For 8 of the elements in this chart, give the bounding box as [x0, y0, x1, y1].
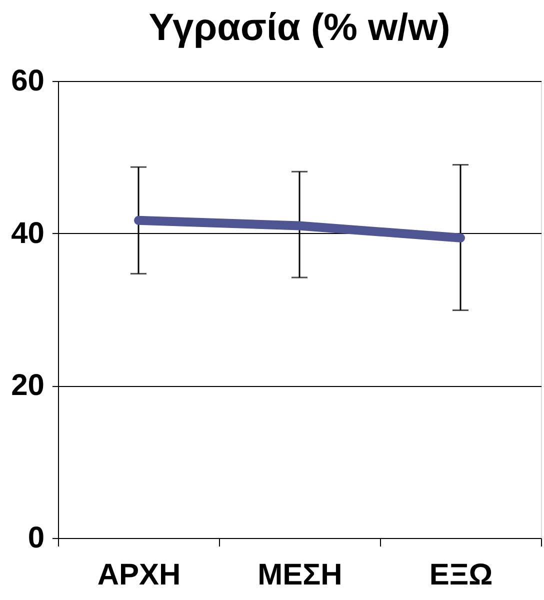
chart-title: Υγρασία (% w/w): [148, 7, 450, 49]
y-tick-label: 60: [11, 64, 44, 98]
y-tick-label: 40: [11, 216, 44, 250]
x-tick-label: ΕΞΩ: [429, 558, 493, 592]
x-tick-label: ΜΕΣΗ: [258, 558, 342, 592]
x-tick-label: ΑΡΧΗ: [97, 558, 181, 592]
y-tick-label: 20: [11, 369, 44, 402]
y-tick-label: 0: [28, 522, 44, 554]
